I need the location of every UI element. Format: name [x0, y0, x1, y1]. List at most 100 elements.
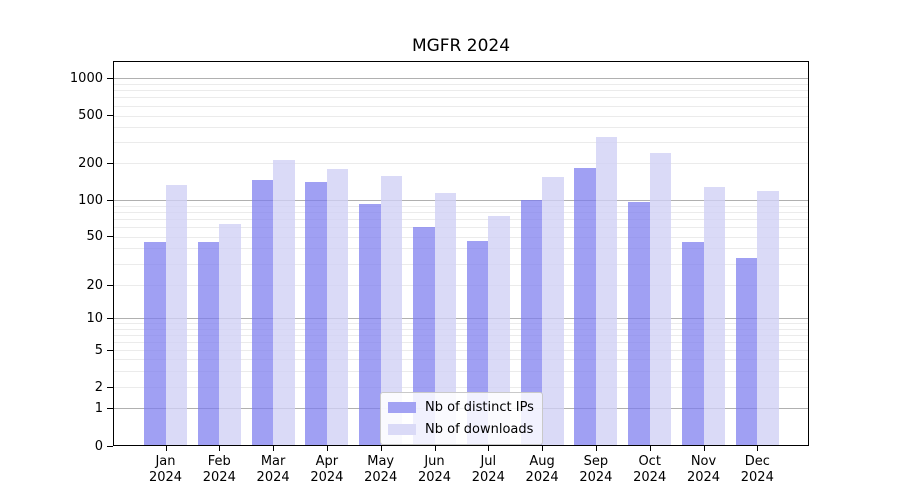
y-axis-tick-label: 2 [94, 379, 103, 395]
y-tick-mark [107, 236, 113, 237]
bar-downloads [273, 159, 295, 446]
major-gridline [114, 78, 808, 80]
minor-gridline [114, 83, 808, 85]
y-axis-tick-label: 200 [78, 155, 103, 171]
minor-gridline [114, 226, 808, 228]
y-axis-tick-label: 5 [94, 342, 103, 358]
x-axis-tick-label: Aug 2024 [525, 454, 559, 485]
x-tick-mark [488, 446, 490, 452]
y-tick-mark [107, 115, 113, 116]
y-axis-tick-label: 20 [86, 277, 103, 293]
minor-gridline [114, 218, 808, 220]
y-tick-mark [107, 386, 113, 388]
plot-area [113, 61, 809, 446]
bar-downloads [542, 177, 564, 446]
minor-gridline [114, 105, 808, 107]
major-gridline [114, 318, 808, 320]
chart-title: MGFR 2024 [411, 36, 511, 56]
legend-label: Nb of distinct IPs [425, 400, 534, 415]
minor-gridline [114, 127, 808, 129]
minor-gridline [114, 359, 808, 361]
x-tick-mark [219, 446, 221, 452]
y-tick-mark [107, 317, 113, 319]
legend: Nb of distinct IPs Nb of downloads [380, 392, 543, 445]
bar-distinct-ips [305, 182, 327, 446]
y-axis-tick-label: 0 [94, 438, 103, 454]
x-tick-mark [649, 446, 651, 452]
legend-row: Nb of downloads [388, 422, 534, 437]
bar-distinct-ips [628, 202, 650, 446]
y-axis-tick-label: 1 [94, 400, 103, 416]
x-axis-tick-label: Jun 2024 [417, 454, 452, 485]
minor-gridline [114, 115, 808, 117]
legend-label: Nb of downloads [425, 422, 534, 437]
x-tick-mark [757, 446, 759, 452]
x-tick-mark [273, 446, 275, 452]
bar-downloads [380, 176, 403, 446]
bar-distinct-ips [251, 180, 274, 446]
y-tick-mark [107, 77, 113, 79]
x-axis-tick-label: Jul 2024 [471, 454, 505, 485]
bar-distinct-ips [520, 200, 543, 446]
y-axis-tick-label: 50 [86, 229, 103, 244]
x-axis-tick-label: Oct 2024 [633, 454, 667, 485]
bar-distinct-ips [574, 167, 596, 446]
minor-gridline [114, 211, 808, 213]
bar-distinct-ips [144, 242, 166, 446]
x-tick-mark [595, 446, 597, 452]
bar-downloads [757, 191, 779, 446]
major-gridline [114, 200, 808, 202]
bar-downloads [703, 186, 725, 446]
x-tick-mark [703, 446, 705, 452]
x-axis-tick-label: Nov 2024 [686, 454, 721, 485]
minor-gridline [114, 90, 808, 92]
bar-distinct-ips [682, 242, 704, 446]
minor-gridline [114, 97, 808, 99]
x-axis-tick-label: Jan 2024 [148, 454, 183, 485]
y-axis-tick-label: 1000 [69, 70, 103, 86]
minor-gridline [114, 387, 808, 389]
minor-gridline [114, 263, 808, 265]
y-axis-tick-label: 100 [78, 192, 103, 208]
minor-gridline [114, 350, 808, 351]
minor-gridline [114, 205, 808, 207]
bar-distinct-ips [735, 258, 758, 446]
bar-distinct-ips [359, 203, 381, 446]
minor-gridline [114, 248, 808, 250]
minor-gridline [114, 370, 808, 372]
bar-downloads [488, 216, 510, 446]
x-tick-mark [380, 446, 382, 452]
y-tick-mark [107, 349, 113, 351]
minor-gridline [114, 328, 808, 330]
y-tick-mark [107, 162, 113, 164]
x-tick-mark [542, 446, 544, 452]
legend-swatch-distinct-ips [388, 402, 416, 413]
x-axis-tick-label: May 2024 [364, 454, 398, 485]
minor-gridline [114, 341, 808, 343]
minor-gridline [114, 142, 808, 144]
y-tick-mark [107, 199, 113, 201]
minor-gridline [114, 236, 808, 238]
bar-distinct-ips [413, 226, 435, 446]
bar-downloads [434, 192, 456, 446]
y-axis-tick-label: 500 [78, 108, 103, 123]
y-tick-mark [107, 445, 113, 447]
x-tick-mark [326, 446, 328, 452]
y-axis-tick-label: 10 [86, 310, 103, 326]
x-axis-tick-label: Dec 2024 [740, 454, 774, 485]
y-tick-mark [107, 407, 113, 409]
bar-downloads [326, 168, 349, 446]
x-axis-tick-label: Sep 2024 [579, 454, 613, 485]
x-axis-tick-label: Feb 2024 [202, 454, 236, 485]
minor-gridline [114, 323, 808, 325]
y-tick-mark [107, 284, 113, 286]
x-axis-tick-label: Apr 2024 [310, 454, 344, 485]
minor-gridline [114, 285, 808, 286]
legend-swatch-downloads [388, 424, 416, 435]
legend-row: Nb of distinct IPs [388, 400, 534, 415]
minor-gridline [114, 334, 808, 336]
x-tick-mark [434, 446, 436, 452]
bar-distinct-ips [197, 242, 220, 446]
x-tick-mark [165, 446, 167, 452]
